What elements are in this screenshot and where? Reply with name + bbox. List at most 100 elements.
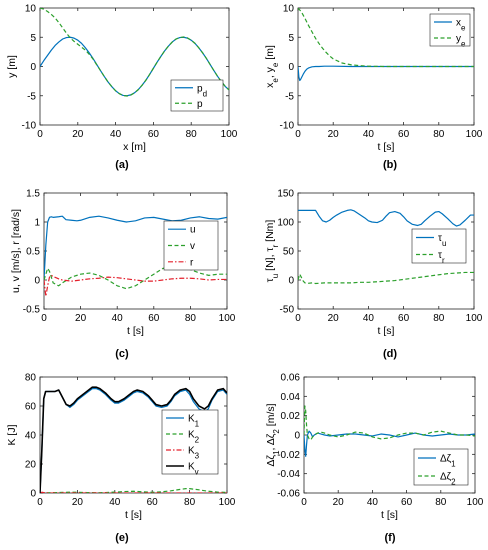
- y-tick-label: 0: [34, 276, 40, 287]
- x-axis-label: x [m]: [123, 141, 146, 153]
- x-tick-label: 40: [367, 497, 379, 508]
- x-tick-label: 0: [37, 497, 43, 508]
- x-tick-label: 0: [37, 129, 43, 140]
- y-axis-label: Δζ1, Δζ2 [m/s]: [265, 403, 281, 466]
- x-tick-label: 40: [363, 313, 375, 324]
- x-tick-label: 60: [147, 497, 159, 508]
- y-tick-label: 40: [25, 431, 37, 442]
- legend-label: τr: [438, 250, 445, 265]
- series-line-K2-green: [40, 488, 227, 493]
- y-axis-label: u, v [m/s], r [rad/s]: [10, 209, 22, 293]
- legend-label: K2: [188, 430, 200, 445]
- legend-label: pd: [197, 83, 207, 98]
- panel-label: (d): [383, 348, 397, 360]
- y-tick-label: 5: [30, 33, 36, 44]
- x-tick-label: 0: [41, 313, 47, 324]
- x-tick-label: 40: [110, 129, 122, 140]
- x-tick-label: 100: [219, 497, 236, 508]
- chart-panel: 0 20 40 60 80 100-0.500.511.5t [s]u, v [m/s],…: [10, 189, 236, 361]
- y-tick-label: 100: [277, 218, 294, 229]
- panel-label: (a): [115, 159, 129, 171]
- legend-box: [170, 79, 224, 112]
- y-tick-label: 0.06: [281, 373, 301, 384]
- x-tick-label: 60: [148, 313, 160, 324]
- x-tick-label: 100: [221, 129, 238, 140]
- legend: pdp: [170, 79, 224, 112]
- series-line-Kv-black: [40, 386, 227, 493]
- panel-label: (b): [383, 159, 397, 171]
- y-tick-label: 0: [288, 62, 294, 73]
- series-line-u-blue: [298, 209, 474, 227]
- y-tick-label: -5: [285, 91, 294, 102]
- x-axis-label: t [s]: [381, 509, 398, 521]
- legend-label: Kv: [188, 462, 199, 477]
- y-tick-label: 5: [288, 33, 294, 44]
- x-tick-label: 40: [109, 497, 121, 508]
- x-tick-label: 40: [112, 313, 124, 324]
- series-line-p-green: [40, 8, 229, 97]
- x-tick-label: 0: [301, 497, 307, 508]
- legend: uvr: [163, 220, 219, 271]
- chart-panel: 0 20 40 60 80 100 -0.06 -0.04 -0.02 0 0.02 0.04 0.06…: [265, 373, 484, 545]
- legend-label: Δζ1: [440, 454, 456, 469]
- x-tick-label: 80: [186, 129, 198, 140]
- series-line-xe-blue: [298, 65, 474, 82]
- y-tick-label: -0.5: [23, 305, 41, 316]
- series-line-ye-green: [298, 8, 474, 68]
- legend-box: [413, 448, 469, 486]
- y-tick-label: -10: [22, 121, 37, 132]
- y-tick-label: -0.04: [277, 469, 300, 480]
- legend-label: v: [190, 241, 195, 252]
- y-tick-label: -5: [27, 91, 36, 102]
- y-tick-label: -10: [280, 121, 295, 132]
- x-tick-label: 80: [185, 313, 197, 324]
- x-tick-label: 20: [72, 129, 84, 140]
- x-tick-label: 20: [333, 497, 345, 508]
- legend-label: p: [197, 99, 203, 110]
- legend-label: ye: [456, 34, 466, 49]
- x-tick-label: 20: [75, 313, 87, 324]
- series-line-r-red: [44, 274, 227, 297]
- legend: τu τr: [411, 228, 467, 265]
- y-tick-label: -50: [280, 305, 295, 316]
- y-tick-label: 0: [294, 431, 300, 442]
- panel-label: (c): [115, 348, 129, 360]
- y-tick-label: 1: [34, 218, 40, 229]
- x-tick-label: 20: [328, 313, 340, 324]
- series-line-r-green: [298, 271, 474, 285]
- x-tick-label: 80: [435, 497, 447, 508]
- x-tick-label: 100: [466, 313, 483, 324]
- chart-panel: 0 20 40 60 80 100 -10 -5 0 5 10 x [m] y [m] pdp (a): [6, 4, 238, 172]
- legend-label: K3: [188, 446, 200, 461]
- x-axis-label: t [s]: [127, 325, 144, 337]
- x-tick-label: 60: [398, 129, 410, 140]
- x-axis-label: t [s]: [125, 509, 142, 521]
- x-tick-label: 80: [184, 497, 196, 508]
- legend-label: K1: [188, 414, 200, 429]
- y-tick-label: -0.06: [277, 489, 300, 500]
- y-tick-label: 1.5: [26, 189, 40, 200]
- x-tick-label: 40: [363, 129, 375, 140]
- x-tick-label: 80: [433, 313, 445, 324]
- x-tick-label: 60: [398, 313, 410, 324]
- panel-label: (e): [115, 532, 129, 544]
- y-tick-label: 20: [25, 460, 37, 471]
- y-axis-label: xe, ye [m]: [264, 45, 280, 88]
- y-tick-label: 0.02: [281, 411, 301, 422]
- legend-label: xe: [456, 18, 466, 33]
- x-axis-label: t [s]: [378, 141, 395, 153]
- y-tick-label: 0: [30, 489, 36, 500]
- y-tick-label: 50: [283, 247, 295, 258]
- series-line-1-blue: [304, 430, 475, 457]
- x-tick-label: 20: [328, 129, 340, 140]
- y-tick-label: 0.04: [281, 392, 301, 403]
- y-tick-label: 10: [283, 4, 295, 15]
- x-axis-label: t [s]: [378, 325, 395, 337]
- series-line-K3-red: [40, 491, 227, 493]
